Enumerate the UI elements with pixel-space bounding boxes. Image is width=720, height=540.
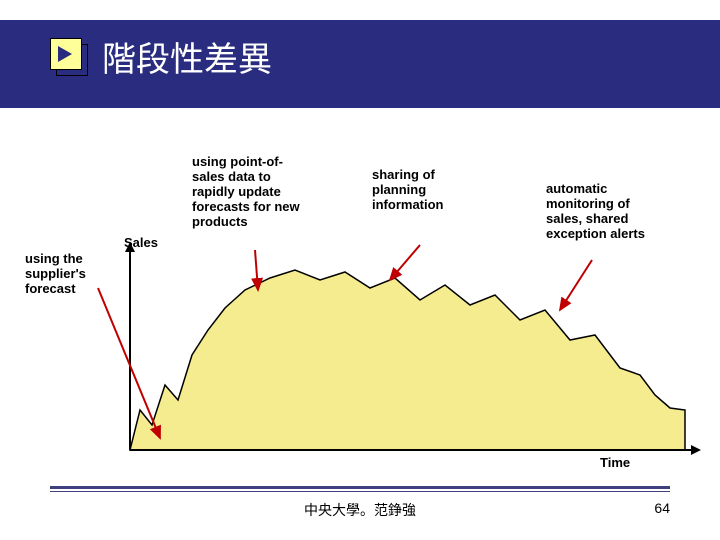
annotation-sharing-planning: sharing ofplanninginformation (372, 168, 492, 213)
footer-page-number: 64 (654, 500, 670, 516)
chart-area: using thesupplier'sforecast using point-… (0, 150, 720, 460)
annotation-using-supplier: using thesupplier'sforecast (25, 252, 135, 297)
title-bullet-icon (50, 38, 88, 76)
slide-title: 階段性差異 (102, 32, 272, 81)
footer-center: 中央大學。范錚強 (0, 500, 720, 520)
annotation-using-pos: using point-of-sales data torapidly upda… (192, 155, 332, 230)
annotation-auto-monitoring: automaticmonitoring ofsales, sharedexcep… (546, 182, 686, 242)
x-axis-label: Time (600, 455, 630, 470)
y-axis-label: Sales (124, 235, 158, 250)
